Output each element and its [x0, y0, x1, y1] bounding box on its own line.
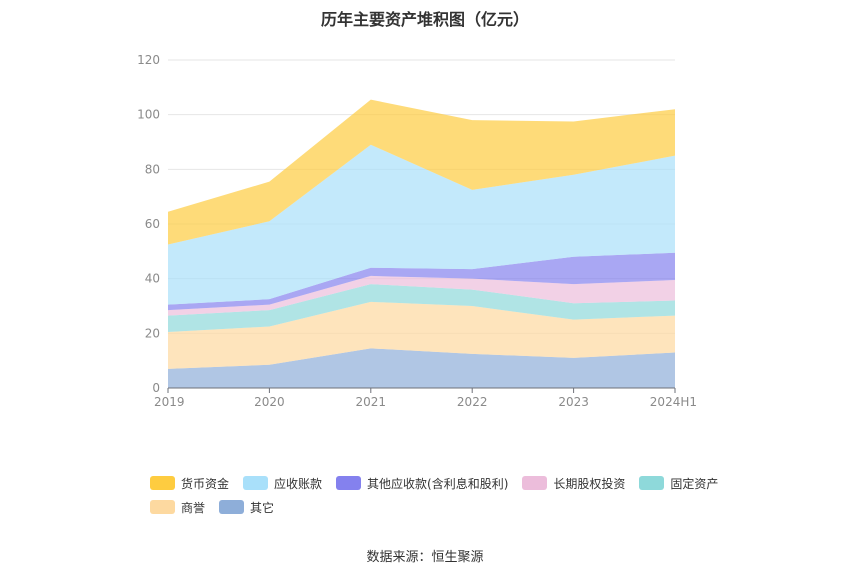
legend-row-1: 货币资金 应收账款 其他应收款(含利息和股利) 长期股权投资 固定资产: [150, 472, 750, 494]
x-tick-label: 2022: [457, 395, 488, 409]
area-series-5: [168, 144, 675, 305]
chart-title: 历年主要资产堆积图（亿元）: [320, 10, 529, 29]
y-tick-label: 100: [137, 108, 160, 122]
legend-swatch: [639, 476, 665, 490]
y-tick-label: 0: [152, 381, 160, 395]
legend-label: 应收账款: [274, 476, 323, 491]
legend-item-others[interactable]: 其它: [219, 499, 274, 516]
legend-label: 商誉: [181, 500, 206, 515]
y-tick-label: 20: [145, 326, 160, 340]
legend: 货币资金 应收账款 其他应收款(含利息和股利) 长期股权投资 固定资产: [150, 472, 750, 520]
x-tick-label: 2019: [154, 395, 185, 409]
chart-plot: 0 20 40 60 80 100 120 2019 2020 2021 2022 2023 2024H…: [137, 53, 697, 409]
legend-row-2: 商誉 其它: [150, 496, 750, 518]
area-series-0: [168, 348, 675, 388]
y-tick-label: 40: [145, 272, 160, 286]
legend-item-receivables[interactable]: 应收账款: [243, 475, 322, 492]
legend-label: 固定资产: [670, 476, 719, 491]
area-series-4: [168, 252, 675, 311]
data-source: 数据来源：恒生聚源: [366, 550, 484, 565]
legend-item-goodwill[interactable]: 商誉: [150, 499, 205, 516]
x-tick-label: 2020: [254, 395, 285, 409]
y-tick-label: 80: [145, 162, 160, 176]
area-series-3: [168, 275, 675, 316]
area-series-6: [168, 99, 675, 245]
x-tick-label: 2024H1: [650, 395, 697, 409]
x-tick-label: 2021: [356, 395, 387, 409]
legend-swatch: [150, 500, 175, 514]
legend-item-cash[interactable]: 货币资金: [150, 475, 229, 492]
legend-item-fixed-assets[interactable]: 固定资产: [639, 475, 718, 492]
legend-swatch: [243, 476, 269, 490]
legend-label: 其它: [250, 500, 275, 515]
y-tick-label: 120: [137, 53, 160, 67]
legend-swatch: [219, 500, 245, 514]
legend-label: 长期股权投资: [553, 476, 626, 491]
legend-swatch: [336, 476, 362, 490]
area-series-1: [168, 301, 675, 369]
area-series-2: [168, 284, 675, 332]
legend-item-long-term-equity[interactable]: 长期股权投资: [522, 475, 625, 492]
legend-swatch: [150, 476, 175, 490]
legend-label: 其他应收款(含利息和股利): [367, 476, 509, 491]
legend-label: 货币资金: [181, 476, 230, 491]
x-tick-label: 2023: [558, 395, 589, 409]
legend-swatch: [522, 476, 548, 490]
legend-item-other-receivables[interactable]: 其他应收款(含利息和股利): [336, 475, 508, 492]
y-tick-label: 60: [145, 217, 160, 231]
